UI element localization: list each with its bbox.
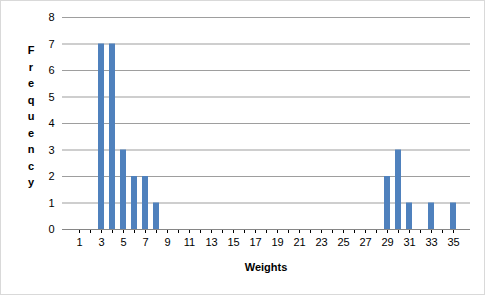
svg-text:7: 7 <box>142 236 148 248</box>
svg-text:3: 3 <box>98 236 104 248</box>
svg-text:6: 6 <box>48 64 54 76</box>
html-text:e: e <box>27 77 35 89</box>
svg-text:27: 27 <box>359 236 371 248</box>
svg-text:19: 19 <box>271 236 283 248</box>
html-text:c: c <box>27 159 35 172</box>
html-text:u: u <box>27 110 35 122</box>
svg-text:33: 33 <box>425 236 437 248</box>
html-text:r: r <box>28 60 34 73</box>
svg-text:21: 21 <box>293 236 305 248</box>
svg-text:5: 5 <box>120 236 126 248</box>
svg-text:11: 11 <box>184 236 195 248</box>
svg-text:5: 5 <box>48 91 54 103</box>
svg-text:23: 23 <box>315 236 327 248</box>
svg-text:25: 25 <box>337 236 349 248</box>
html-text:n: n <box>27 143 35 155</box>
svg-text:9: 9 <box>164 236 170 248</box>
svg-text:29: 29 <box>381 236 393 248</box>
svg-text:13: 13 <box>205 236 217 248</box>
html-text:Weights: Weights <box>244 261 288 273</box>
html-text:q: q <box>27 93 35 106</box>
svg-text:4: 4 <box>48 117 54 129</box>
svg-text:17: 17 <box>249 236 261 248</box>
svg-text:35: 35 <box>447 236 459 248</box>
svg-text:7: 7 <box>48 38 54 50</box>
svg-text:31: 31 <box>403 236 415 248</box>
html-text:e: e <box>27 126 35 139</box>
svg-text:8: 8 <box>48 11 54 23</box>
svg-text:1: 1 <box>48 197 54 209</box>
svg-text:1: 1 <box>76 236 82 248</box>
svg-text:2: 2 <box>48 170 54 182</box>
svg-text:15: 15 <box>227 236 239 248</box>
svg-text:3: 3 <box>48 144 54 156</box>
html-text:F: F <box>27 44 35 56</box>
svg-text:0: 0 <box>48 223 54 235</box>
html-text:y: y <box>27 176 35 188</box>
